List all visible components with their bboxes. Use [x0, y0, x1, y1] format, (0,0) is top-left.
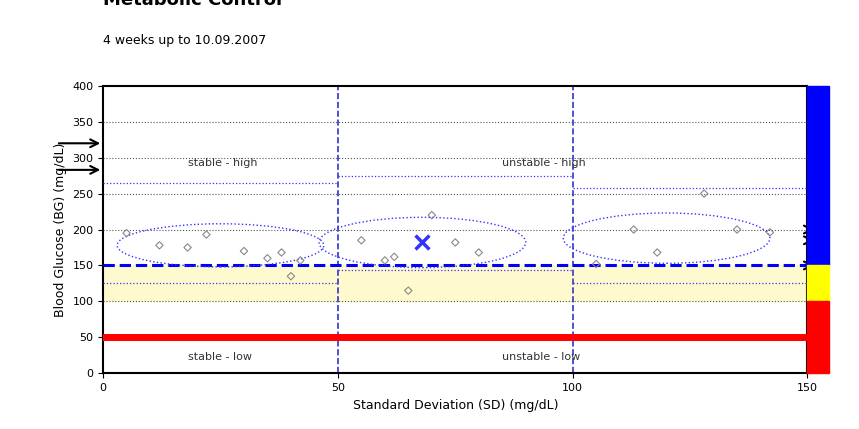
Point	[387, 254, 401, 260]
X-axis label: Standard Deviation (SD) (mg/dL): Standard Deviation (SD) (mg/dL)	[352, 399, 558, 411]
Text: unstable - low: unstable - low	[503, 352, 581, 363]
Text: stable - high: stable - high	[187, 158, 257, 169]
Point	[284, 273, 298, 280]
Point	[425, 211, 439, 218]
Text: unstable - high: unstable - high	[503, 158, 586, 169]
Point	[589, 260, 603, 267]
Point	[472, 249, 485, 256]
Text: Metabolic Control: Metabolic Control	[103, 0, 283, 9]
Point	[180, 244, 194, 251]
Point	[698, 190, 711, 197]
Point	[730, 226, 744, 233]
Y-axis label: Blood Glucose (BG) (mg/dL): Blood Glucose (BG) (mg/dL)	[53, 142, 67, 317]
Point	[763, 229, 777, 236]
Point	[416, 238, 430, 245]
Point	[294, 257, 308, 264]
Point	[199, 231, 213, 238]
Point	[448, 239, 462, 246]
Point	[355, 237, 369, 244]
Point	[119, 230, 133, 236]
Point	[260, 255, 274, 262]
Point	[378, 257, 392, 264]
Point	[650, 249, 664, 256]
Point	[401, 287, 415, 294]
Text: stable - low: stable - low	[187, 352, 252, 363]
Bar	[103, 266, 807, 301]
Point	[275, 249, 289, 256]
Point	[153, 242, 167, 249]
Point	[237, 248, 251, 254]
Text: 4 weeks up to 10.09.2007: 4 weeks up to 10.09.2007	[103, 34, 266, 47]
Point	[627, 226, 641, 233]
